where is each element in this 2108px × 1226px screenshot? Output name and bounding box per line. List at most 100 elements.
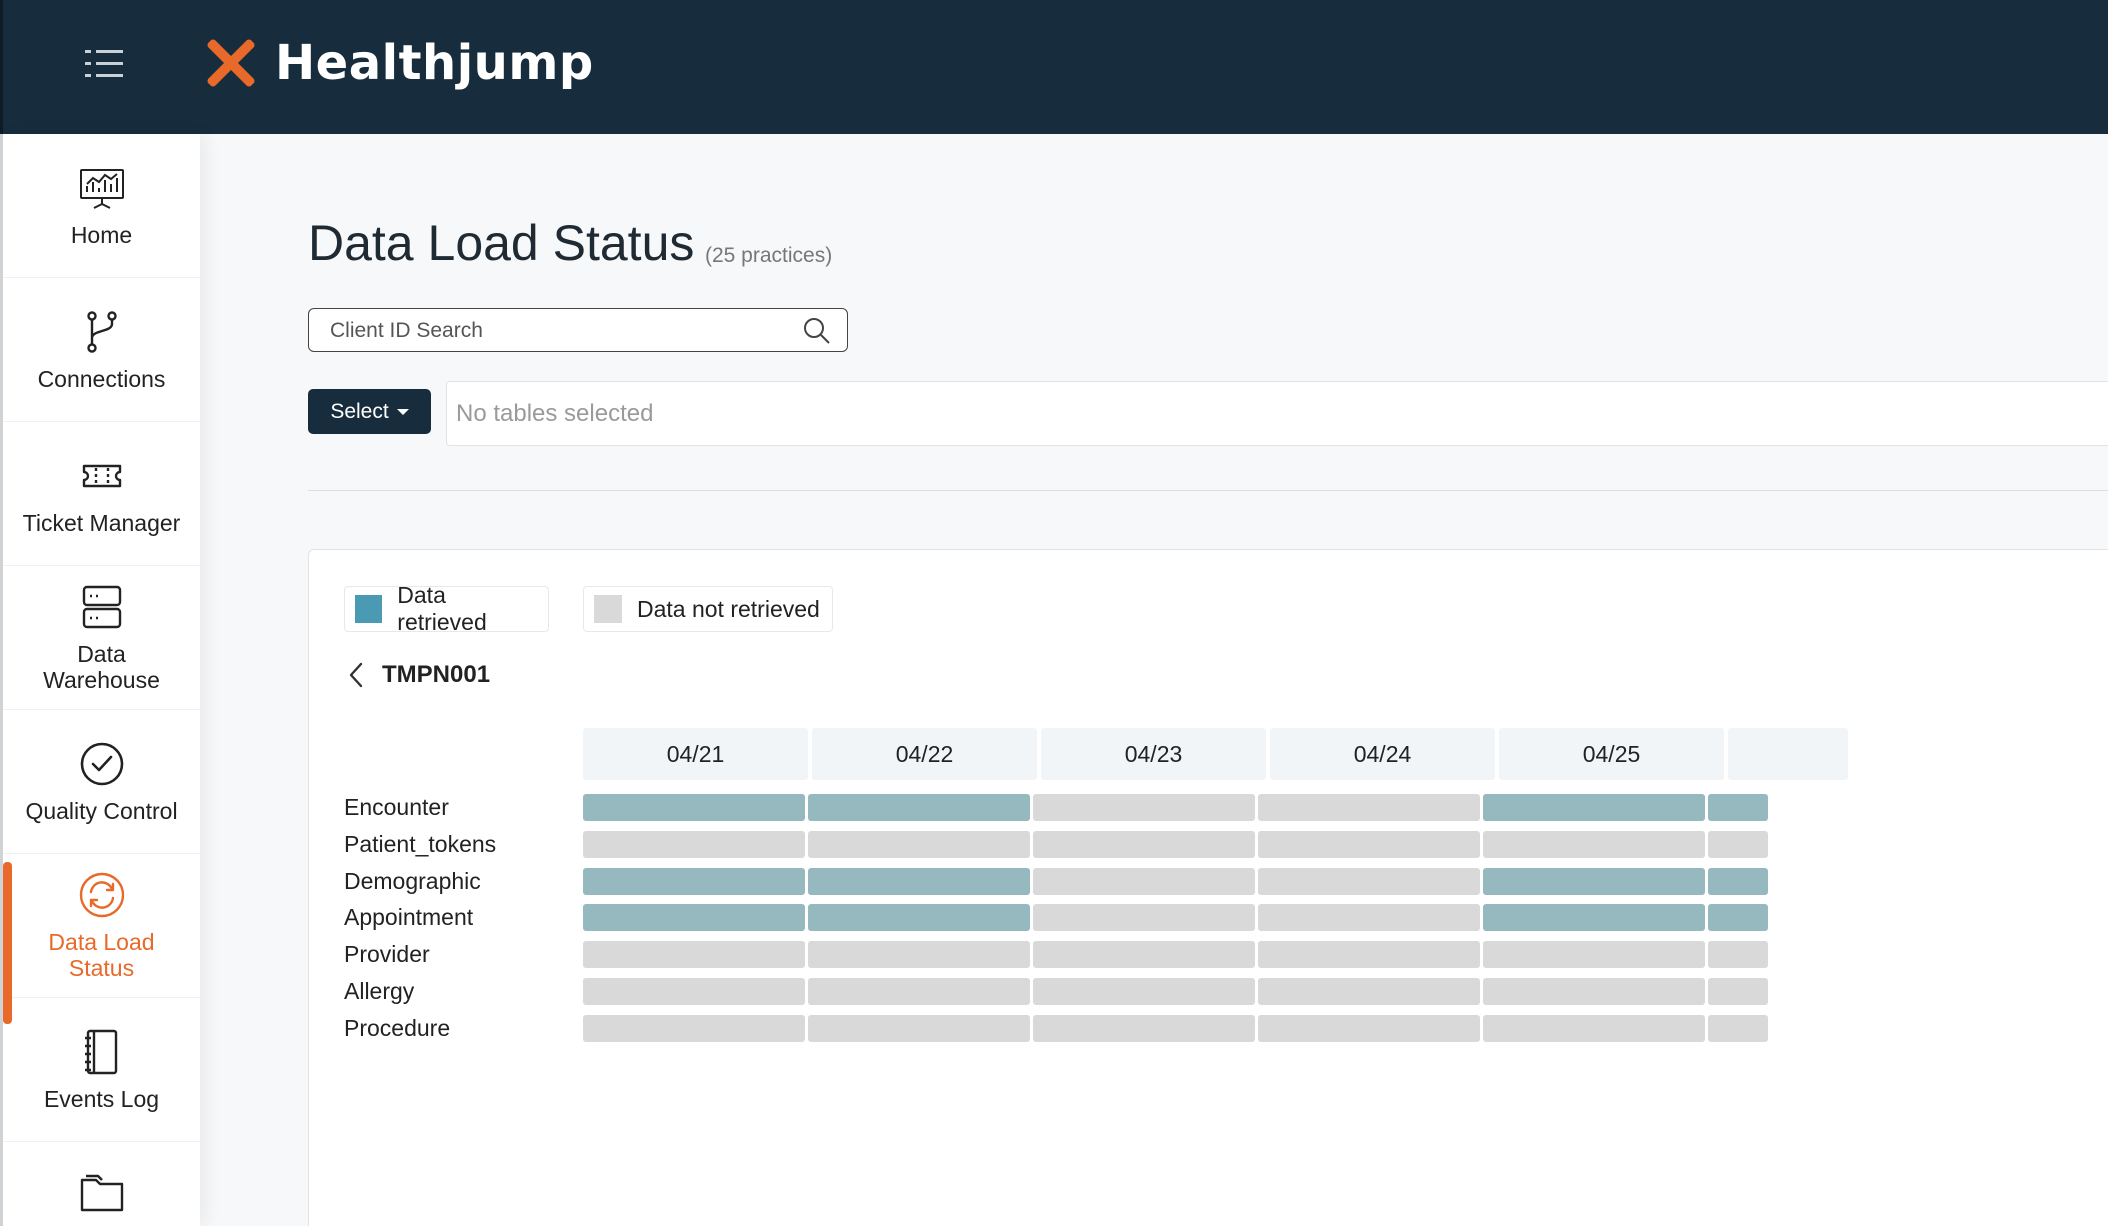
status-cell[interactable] [1258,904,1480,932]
status-cell[interactable] [1708,978,1768,1005]
status-cell[interactable] [1708,830,1768,858]
status-cell[interactable] [1708,1014,1768,1042]
sidebar-item-label: Data Load Status [48,928,155,981]
sidebar-item-label: Data Warehouse [43,640,160,693]
date-column-header: 04/23 [1041,728,1266,780]
status-cell[interactable] [808,867,1030,895]
ticket-icon [82,464,121,487]
status-cell[interactable] [808,941,1030,969]
sidebar-item-ticket-manager[interactable]: Ticket Manager [3,422,200,566]
retrieved-swatch [355,595,383,623]
status-cell[interactable] [1483,1014,1705,1042]
folder-icon [80,1174,123,1212]
server-icon [82,585,121,628]
status-cell[interactable] [1258,867,1480,895]
status-cell[interactable] [1483,978,1705,1005]
sidebar-item-events-log[interactable]: Events Log [3,998,200,1142]
status-cell[interactable] [1258,794,1480,821]
table-row-label: Demographic [344,867,481,894]
status-cell[interactable] [1033,1014,1255,1042]
sidebar-item-data-load-status[interactable]: Data Load Status [3,854,200,998]
status-cell[interactable] [583,867,805,895]
sidebar-item-label: Ticket Manager [22,509,181,536]
sidebar-item-data-warehouse[interactable]: Data Warehouse [3,566,200,710]
search-icon[interactable] [803,317,831,345]
not-retrieved-swatch [594,595,622,623]
select-tables-button[interactable]: Select [308,389,431,434]
status-cell[interactable] [583,830,805,858]
status-cell[interactable] [583,978,805,1005]
legend-retrieved: Data retrieved [344,582,549,635]
status-cell[interactable] [1033,830,1255,858]
table-row-label: Provider [344,941,430,968]
client-id: TMPN001 [382,661,491,688]
status-cell[interactable] [808,978,1030,1005]
status-cell[interactable] [1033,978,1255,1005]
sidebar-item-connections[interactable]: Connections [3,278,200,422]
refresh-circle-icon [79,872,124,917]
sidebar-item-quality-control[interactable]: Quality Control [3,710,200,854]
status-cell[interactable] [1033,904,1255,932]
status-cell[interactable] [1033,867,1255,895]
status-cell[interactable] [1708,941,1768,969]
status-cell[interactable] [1258,978,1480,1005]
status-cell[interactable] [1708,794,1768,821]
legend-label: Data retrieved [397,582,487,635]
active-nav-indicator [3,862,12,1024]
status-cell[interactable] [808,1014,1030,1042]
chevron-left-icon [349,662,363,688]
sidebar-item-label: Home [70,221,133,248]
menu-toggle-icon[interactable] [85,50,125,78]
status-cell[interactable] [583,1014,805,1042]
status-cell[interactable] [1708,904,1768,932]
sidebar-item-home[interactable]: Home [3,134,200,278]
status-cell[interactable] [1708,867,1768,895]
status-cell[interactable] [808,794,1030,821]
date-column-header: 04/22 [812,728,1037,780]
status-cell[interactable] [583,941,805,969]
dashboard-chart-icon [79,168,124,209]
top-bar: Healthjump [0,0,2108,134]
notebook-icon [84,1029,117,1074]
sidebar: Home Connections Ticket Manager [0,134,200,1226]
date-column-header: 04/21 [583,728,808,780]
selected-tables-field[interactable]: No tables selected [446,381,2108,446]
table-row-label: Patient_tokens [344,830,497,857]
status-cell[interactable] [583,904,805,932]
status-cell[interactable] [1033,941,1255,969]
status-grid-card: Data retrieved Data not retrieved TMPN00… [308,549,2108,1226]
search-input[interactable] [330,317,790,345]
status-cell[interactable] [808,830,1030,858]
table-row-label: Appointment [344,904,474,931]
practice-count: (25 practices) [705,244,833,267]
table-row-label: Encounter [344,794,449,820]
table-row-label: Procedure [344,1014,451,1041]
status-cell[interactable] [1483,867,1705,895]
sidebar-item-label: Connections [37,365,166,392]
back-to-clients[interactable]: TMPN001 [344,660,490,690]
status-cell[interactable] [583,794,805,821]
legend-label: Data not retrieved [637,595,820,622]
sidebar-item-label: Quality Control [25,797,178,824]
healthjump-logo-icon [207,39,255,87]
date-column-header [1728,728,1848,780]
status-cell[interactable] [1483,941,1705,969]
status-cell[interactable] [1033,794,1255,821]
sidebar-item-files[interactable] [3,1142,200,1226]
client-id-search [308,308,848,352]
status-cell[interactable] [1258,830,1480,858]
status-cell[interactable] [1483,794,1705,821]
status-cell[interactable] [1258,1014,1480,1042]
status-cell[interactable] [1483,904,1705,932]
brand-logo[interactable]: Healthjump [201,30,594,96]
sidebar-item-label: Events Log [43,1085,160,1112]
legend-not-retrieved: Data not retrieved [583,586,833,632]
check-circle-icon [80,742,123,785]
date-column-header: 04/25 [1499,728,1724,780]
status-cell[interactable] [1483,830,1705,858]
status-cell[interactable] [1258,941,1480,969]
caret-down-icon [396,408,409,415]
status-cell[interactable] [808,904,1030,932]
select-button-label: Select [330,399,389,423]
divider [308,490,2108,491]
